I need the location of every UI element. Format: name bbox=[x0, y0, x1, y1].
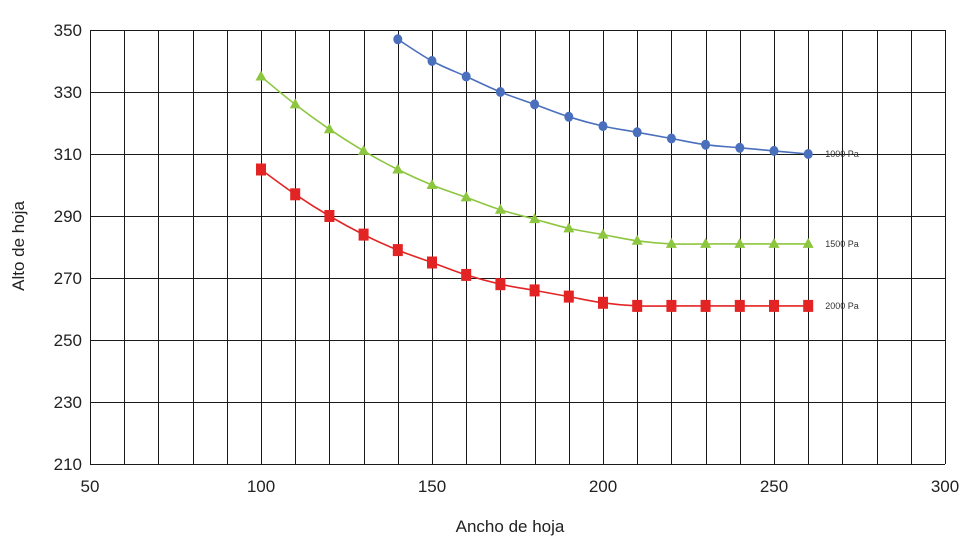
grid bbox=[90, 30, 946, 465]
x-tick-label: 300 bbox=[931, 477, 959, 496]
data-point bbox=[290, 188, 301, 201]
series-label: 1500 Pa bbox=[825, 239, 859, 249]
y-axis-title: Alto de hoja bbox=[9, 201, 28, 291]
y-tick-label: 250 bbox=[54, 331, 82, 350]
data-point bbox=[769, 299, 779, 312]
x-tick-label: 50 bbox=[81, 477, 100, 496]
data-point bbox=[495, 87, 505, 97]
data-point bbox=[495, 278, 506, 291]
y-tick-label: 290 bbox=[54, 207, 82, 226]
data-point bbox=[460, 191, 472, 202]
data-point bbox=[324, 210, 335, 222]
data-point bbox=[392, 163, 404, 174]
data-point bbox=[255, 70, 267, 81]
y-tick-label: 230 bbox=[54, 393, 82, 412]
data-point bbox=[631, 234, 643, 245]
data-point bbox=[665, 237, 677, 248]
series-2000-pa: 2000 Pa bbox=[256, 163, 859, 312]
data-point bbox=[530, 99, 540, 110]
data-point bbox=[598, 296, 608, 309]
y-tick-labels: 210 230 250 270 290 310 330 350 bbox=[54, 21, 82, 474]
data-point bbox=[666, 299, 677, 312]
data-point bbox=[632, 299, 643, 312]
y-tick-label: 350 bbox=[54, 21, 82, 40]
data-point bbox=[802, 237, 814, 248]
y-tick-label: 330 bbox=[54, 83, 82, 102]
series-label: 2000 Pa bbox=[825, 301, 859, 311]
data-point bbox=[461, 71, 471, 82]
data-point bbox=[734, 237, 746, 248]
data-point bbox=[426, 179, 438, 189]
data-point bbox=[564, 111, 574, 122]
data-point bbox=[529, 284, 540, 297]
data-point bbox=[427, 56, 437, 66]
data-point bbox=[563, 222, 575, 233]
series-label: 1000 Pa bbox=[825, 149, 859, 159]
data-point bbox=[769, 145, 779, 156]
series-lines: 1000 Pa 1500 Pa 2000 Pa bbox=[255, 34, 859, 312]
data-point bbox=[323, 123, 335, 134]
data-point bbox=[666, 133, 676, 144]
data-point bbox=[358, 144, 370, 155]
data-point bbox=[768, 237, 780, 248]
data-point bbox=[701, 139, 711, 150]
data-point bbox=[427, 256, 437, 269]
data-point bbox=[598, 121, 608, 132]
series-1500-pa: 1500 Pa bbox=[255, 70, 859, 249]
x-tick-label: 200 bbox=[589, 477, 617, 496]
data-point bbox=[803, 149, 813, 159]
x-axis-title: Ancho de hoja bbox=[456, 517, 565, 536]
data-point bbox=[563, 290, 574, 303]
data-point bbox=[358, 228, 369, 241]
data-point bbox=[700, 299, 711, 312]
data-point bbox=[803, 299, 814, 312]
y-tick-label: 210 bbox=[54, 455, 82, 474]
y-tick-label: 270 bbox=[54, 269, 82, 288]
data-point bbox=[734, 299, 745, 312]
series-1000-pa: 1000 Pa bbox=[393, 34, 859, 159]
data-point bbox=[461, 268, 472, 281]
data-point bbox=[735, 142, 745, 153]
data-point bbox=[700, 237, 712, 248]
data-point bbox=[289, 98, 301, 109]
data-point bbox=[494, 203, 506, 214]
data-point bbox=[256, 163, 266, 176]
data-point bbox=[597, 228, 609, 239]
x-tick-label: 150 bbox=[418, 477, 446, 496]
y-tick-label: 310 bbox=[54, 145, 82, 164]
x-tick-labels: 50 100 150 200 250 300 bbox=[81, 477, 960, 496]
data-point bbox=[392, 244, 403, 257]
data-point bbox=[632, 127, 642, 138]
x-tick-label: 250 bbox=[760, 477, 788, 496]
data-point bbox=[529, 213, 541, 224]
data-point bbox=[393, 34, 403, 45]
x-tick-label: 100 bbox=[247, 477, 275, 496]
